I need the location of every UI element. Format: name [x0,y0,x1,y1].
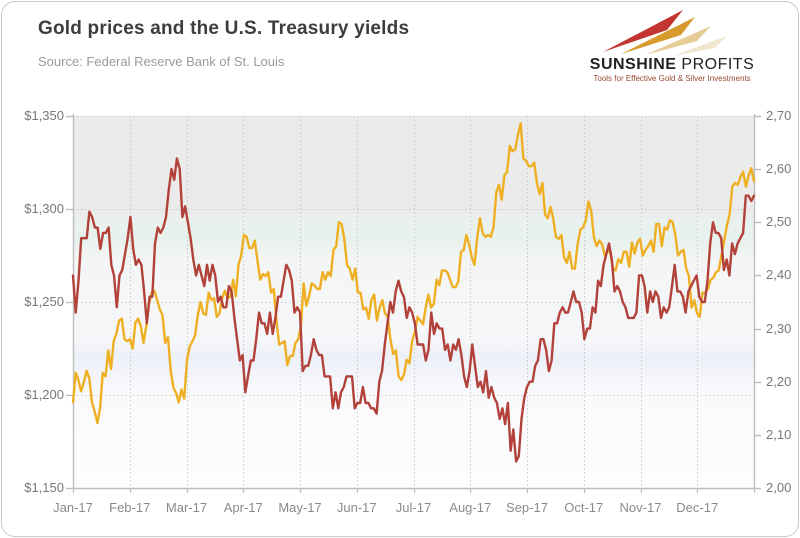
x-axis-label: Sep-17 [506,500,548,515]
sunshine-profits-logo: SUNSHINE PROFITS Tools for Effective Gol… [582,8,762,83]
y-axis-label-right: 2,50 [766,214,792,230]
y-axis-label-right: 2,70 [766,108,792,123]
x-axis-label: Jun-17 [336,500,377,515]
source-text: Source: Federal Reserve Bank of St. Loui… [38,54,285,69]
y-axis-label-left: $1,300 [24,201,64,216]
x-axis-label: Apr-17 [223,500,263,515]
x-axis-label: Nov-17 [619,500,662,515]
x-axis-label: May-17 [278,500,322,515]
y-axis-label-left: $1,200 [24,387,64,402]
x-axis-label: Aug-17 [449,500,492,515]
logo-rays-icon [603,10,727,56]
logo-name-bold: SUNSHINE [589,56,677,73]
y-axis-label-left: $1,150 [24,480,64,495]
gold-price-line [71,122,756,425]
treasury-yield-line [71,157,756,463]
y-axis-label-left: $1,350 [24,108,64,123]
y-axis-label-right: 2,40 [766,267,792,283]
x-axis-label: Jan-17 [53,500,93,515]
logo-name: SUNSHINE PROFITS [582,56,762,73]
x-axis-label: Jul-17 [395,500,432,515]
y-axis-label-right: 2,20 [766,373,792,389]
x-axis-label: Dec-17 [676,500,719,515]
x-axis-label: Oct-17 [564,500,604,515]
y-axis-label-right: 2,60 [766,161,792,177]
logo-tagline: Tools for Effective Gold & Silver Invest… [593,74,751,83]
x-axis-label: Feb-17 [109,500,151,515]
y-axis-label-right: 2,30 [766,320,792,336]
page-title: Gold prices and the U.S. Treasury yields [38,18,410,39]
y-axis-label-right: 2,10 [766,426,792,442]
y-axis-label-right: 2,00 [766,480,792,495]
y-axis-label-left: $1,250 [24,294,64,309]
logo-name-light: PROFITS [676,56,755,73]
x-axis-label: Mar-17 [165,500,208,515]
